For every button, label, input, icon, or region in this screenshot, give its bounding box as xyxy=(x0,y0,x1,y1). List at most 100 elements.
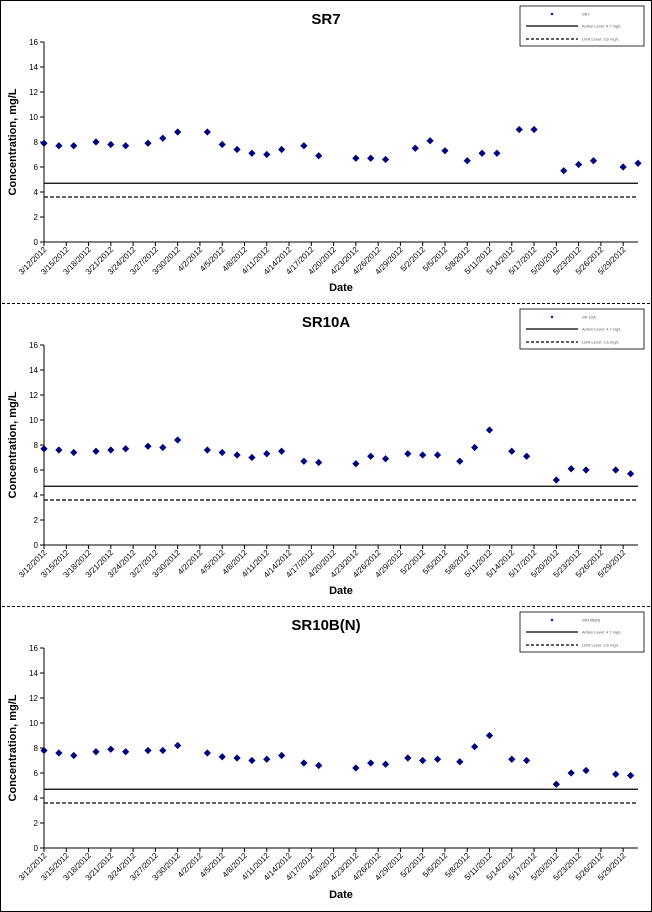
legend-label: SR10B(N) xyxy=(582,618,601,623)
y-tick-label: 0 xyxy=(34,238,39,247)
data-point xyxy=(381,455,390,463)
x-axis-label: Date xyxy=(329,889,353,901)
data-point xyxy=(203,128,211,136)
data-point xyxy=(40,139,48,147)
data-point xyxy=(441,147,449,155)
y-tick-label: 14 xyxy=(29,366,38,375)
data-point xyxy=(634,159,642,167)
y-tick-label: 8 xyxy=(34,138,39,147)
data-point xyxy=(70,751,78,760)
legend-marker xyxy=(550,315,554,319)
data-point xyxy=(263,150,271,159)
data-point xyxy=(203,749,211,757)
data-point xyxy=(203,446,211,454)
legend-label: Limit Level: 3.6 mg/L xyxy=(582,37,620,42)
data-point xyxy=(552,476,560,484)
y-tick-label: 4 xyxy=(34,794,39,803)
y-tick-label: 10 xyxy=(29,113,38,122)
data-point xyxy=(159,746,167,755)
data-point xyxy=(612,770,620,778)
panel-divider xyxy=(2,303,650,304)
data-point xyxy=(626,470,635,478)
data-point xyxy=(278,145,286,154)
y-tick-label: 12 xyxy=(29,391,38,400)
data-point xyxy=(70,448,78,457)
data-point xyxy=(411,144,419,152)
data-point xyxy=(248,149,256,157)
y-tick-label: 12 xyxy=(29,694,38,703)
data-point xyxy=(508,755,516,763)
data-point xyxy=(582,766,590,775)
data-point xyxy=(315,458,323,467)
data-point xyxy=(315,152,323,160)
chart-title: SR10B(N) xyxy=(291,617,360,634)
legend-label: Action Level: 4.7 mg/L xyxy=(582,630,622,635)
chart-panel-sr10b-n: SR10B(N) 0 2 4 6 8 10 12 14 16 3/12/2012 3/15/2012 3… xyxy=(2,608,650,910)
data-point xyxy=(263,450,271,458)
y-tick-label: 10 xyxy=(29,719,38,728)
data-point xyxy=(107,140,115,149)
data-point xyxy=(523,756,531,765)
data-point xyxy=(233,754,241,762)
data-point xyxy=(92,748,100,756)
legend-marker xyxy=(550,618,554,622)
legend-label: SR7 xyxy=(582,12,591,17)
panel-divider xyxy=(2,606,650,607)
y-tick-label: 16 xyxy=(29,341,38,350)
data-point xyxy=(493,149,501,157)
data-point xyxy=(471,443,479,452)
chart-panel-sr7: SR7 0 2 4 6 8 10 12 14 16 3/12/2012 3/15/2012 3/18/2… xyxy=(2,2,650,303)
y-axis-label: Concentration, mg/L xyxy=(7,391,19,498)
data-point xyxy=(367,759,375,767)
data-point xyxy=(471,743,479,751)
x-axis-label: Date xyxy=(329,585,353,597)
chart-title: SR10A xyxy=(302,314,351,331)
data-point xyxy=(567,769,575,777)
data-point xyxy=(144,442,152,450)
data-point xyxy=(174,436,182,444)
data-point xyxy=(404,450,412,458)
data-point xyxy=(92,138,100,146)
legend-label: Limit Level: 3.6 mg/L xyxy=(582,340,620,345)
data-point xyxy=(478,149,486,157)
legend-label: Action Level: 4.7 mg/L xyxy=(582,24,622,29)
data-point xyxy=(485,426,494,434)
y-tick-label: 8 xyxy=(34,441,39,450)
y-tick-label: 14 xyxy=(29,669,38,678)
data-point xyxy=(174,128,182,136)
y-tick-label: 4 xyxy=(34,491,39,500)
chart-title: SR7 xyxy=(311,11,340,28)
data-point xyxy=(626,771,635,780)
data-point xyxy=(456,758,464,766)
data-point xyxy=(218,140,226,149)
y-tick-label: 6 xyxy=(34,163,39,172)
data-point xyxy=(463,157,471,165)
data-point xyxy=(315,761,323,770)
data-point xyxy=(107,745,115,753)
data-point xyxy=(174,741,182,750)
data-point xyxy=(381,760,390,768)
data-point xyxy=(485,731,494,740)
data-point xyxy=(218,448,226,457)
data-point xyxy=(122,748,130,756)
data-point xyxy=(122,142,130,150)
y-tick-label: 4 xyxy=(34,188,39,197)
data-point xyxy=(40,445,48,453)
data-point xyxy=(508,447,516,455)
y-tick-label: 2 xyxy=(34,516,39,525)
chart-sr10a: SR10A02468101214163/12/20123/15/20123/18… xyxy=(7,308,645,597)
data-point xyxy=(218,753,226,761)
data-point xyxy=(278,447,286,455)
y-tick-label: 8 xyxy=(34,744,39,753)
data-point xyxy=(619,163,627,171)
data-point xyxy=(144,746,152,755)
y-tick-label: 12 xyxy=(29,88,38,97)
data-point xyxy=(419,451,427,459)
y-axis-label: Concentration, mg/L xyxy=(7,694,19,801)
data-point xyxy=(515,125,523,134)
data-point xyxy=(300,142,308,150)
data-point xyxy=(352,764,360,772)
data-point xyxy=(233,451,241,459)
data-point xyxy=(367,154,375,162)
